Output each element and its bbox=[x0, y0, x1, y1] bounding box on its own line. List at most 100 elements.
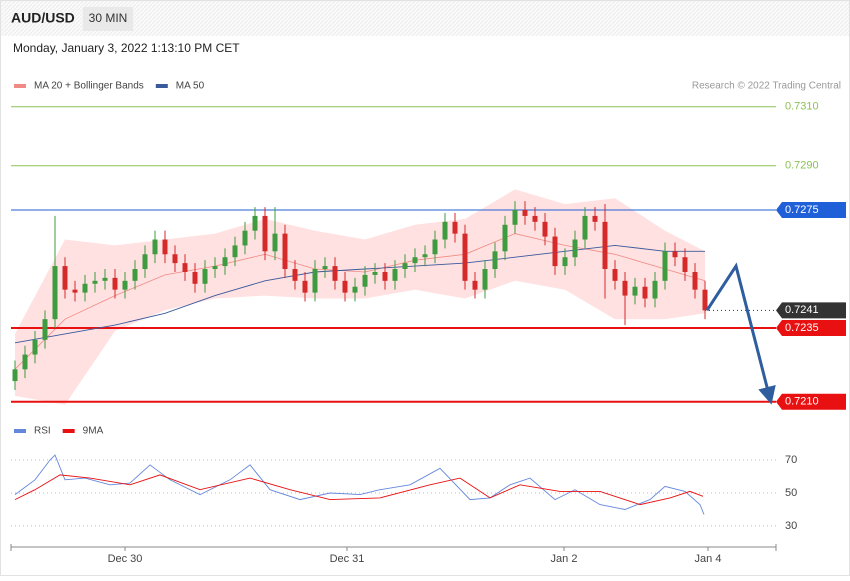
credit: Research © 2022 Trading Central bbox=[692, 81, 841, 92]
level-label: 0.7310 bbox=[785, 101, 819, 113]
candle-body bbox=[442, 221, 448, 240]
candle-body bbox=[542, 221, 548, 237]
candle-body bbox=[422, 254, 428, 258]
candle-body bbox=[492, 251, 498, 270]
candle-body bbox=[532, 215, 538, 222]
candle-body bbox=[32, 339, 38, 355]
candle-body bbox=[642, 286, 648, 299]
candle-body bbox=[22, 354, 28, 370]
candle-body bbox=[702, 289, 708, 311]
legend-label: RSI bbox=[34, 426, 51, 437]
x-tick-label: Dec 31 bbox=[330, 553, 365, 565]
legend-swatch bbox=[14, 429, 26, 433]
candle-body bbox=[12, 369, 18, 382]
x-tick-label: Jan 2 bbox=[551, 553, 578, 565]
candle-body bbox=[402, 263, 408, 270]
timeframe: 30 MIN bbox=[89, 11, 128, 25]
candle-body bbox=[342, 280, 348, 293]
candle-body bbox=[672, 251, 678, 258]
candle-body bbox=[292, 269, 298, 281]
y-tick-label: 50 bbox=[785, 487, 797, 499]
candle-body bbox=[112, 277, 118, 290]
candle-body bbox=[382, 271, 388, 281]
candle-body bbox=[692, 271, 698, 290]
legend-swatch bbox=[155, 84, 168, 88]
candle-body bbox=[572, 239, 578, 258]
candle-body bbox=[42, 319, 48, 340]
candle-body bbox=[52, 266, 58, 320]
candle-body bbox=[332, 266, 338, 281]
candle-body bbox=[602, 221, 608, 270]
legend-swatch bbox=[14, 84, 26, 88]
candle-body bbox=[102, 277, 108, 281]
candle-body bbox=[242, 230, 248, 246]
candle-body bbox=[222, 257, 228, 267]
candle-body bbox=[322, 266, 328, 270]
header-bar bbox=[1, 1, 849, 36]
candle-body bbox=[652, 280, 658, 299]
candle-body bbox=[362, 274, 368, 287]
timeframe-box bbox=[83, 7, 133, 31]
timestamp: Monday, January 3, 2022 1:13:10 PM CET bbox=[13, 41, 240, 55]
candle-body bbox=[472, 280, 478, 290]
candle-body bbox=[182, 263, 188, 272]
level-box bbox=[776, 393, 846, 410]
candle-body bbox=[562, 257, 568, 267]
legend-label: 9MA bbox=[83, 426, 104, 437]
legend-label: MA 50 bbox=[176, 81, 205, 92]
candle-body bbox=[252, 215, 258, 231]
level-label: 0.7235 bbox=[785, 322, 819, 334]
level-label: 0.7275 bbox=[785, 204, 819, 216]
candle-body bbox=[522, 210, 528, 216]
legend-label: MA 20 + Bollinger Bands bbox=[34, 81, 144, 92]
candle-body bbox=[152, 239, 158, 255]
candle-body bbox=[272, 233, 278, 252]
candle-body bbox=[582, 215, 588, 240]
x-tick-label: Jan 4 bbox=[695, 553, 722, 565]
level-box bbox=[776, 302, 846, 319]
candle-body bbox=[302, 280, 308, 293]
level-label: 0.7241 bbox=[785, 304, 819, 316]
candle-body bbox=[132, 269, 138, 281]
candle-body bbox=[612, 269, 618, 281]
level-box bbox=[776, 320, 846, 337]
rsi-line bbox=[14, 474, 704, 506]
level-label: 0.7210 bbox=[785, 396, 819, 408]
candle-body bbox=[92, 280, 98, 284]
candle-body bbox=[592, 215, 598, 222]
candle-body bbox=[502, 224, 508, 252]
candle-body bbox=[122, 280, 128, 290]
candle-body bbox=[512, 210, 518, 225]
y-tick-label: 30 bbox=[785, 520, 797, 532]
candle-body bbox=[632, 286, 638, 296]
candle-body bbox=[622, 280, 628, 296]
rsi-line bbox=[14, 454, 705, 515]
candle-body bbox=[82, 283, 88, 293]
candle-body bbox=[232, 245, 238, 258]
x-tick-label: Dec 30 bbox=[108, 553, 143, 565]
legend-swatch bbox=[62, 429, 75, 433]
forecast-arrow bbox=[705, 262, 776, 405]
candle-body bbox=[162, 239, 168, 255]
candle-body bbox=[142, 254, 148, 270]
candle-body bbox=[432, 239, 438, 255]
candle-body bbox=[682, 257, 688, 272]
y-tick-label: 70 bbox=[785, 454, 797, 466]
symbol: AUD/USD bbox=[11, 10, 75, 26]
candle-body bbox=[262, 215, 268, 252]
candle-body bbox=[662, 251, 668, 281]
candle-body bbox=[372, 271, 378, 275]
candle-body bbox=[392, 269, 398, 281]
level-box bbox=[776, 202, 846, 219]
level-label: 0.7290 bbox=[785, 160, 819, 172]
candle-body bbox=[552, 236, 558, 267]
candle-body bbox=[412, 257, 418, 264]
candle-body bbox=[352, 286, 358, 293]
candle-body bbox=[212, 266, 218, 270]
candle-body bbox=[62, 266, 68, 290]
candle-body bbox=[462, 233, 468, 281]
candle-body bbox=[312, 269, 318, 293]
candle-body bbox=[282, 233, 288, 270]
candle-body bbox=[192, 271, 198, 284]
